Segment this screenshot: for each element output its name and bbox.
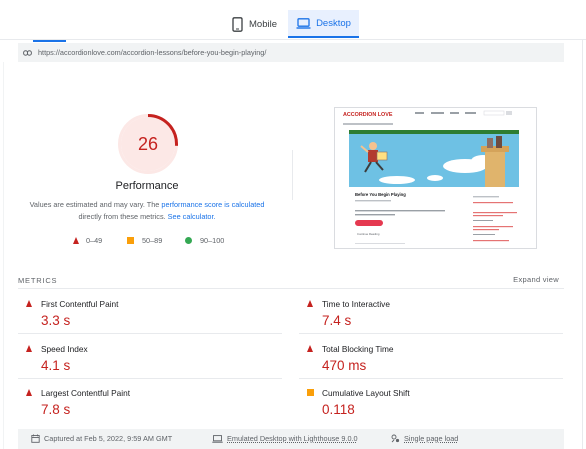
card-edge — [582, 40, 583, 449]
final-screenshot[interactable]: ACCORDION LOVE Before You Begin Playing — [334, 107, 537, 249]
laptop-icon — [296, 17, 311, 29]
metric-total-blocking-time: Total Blocking Time 470 ms — [299, 335, 563, 379]
fail-triangle-icon — [307, 345, 313, 352]
metric-name: Time to Interactive — [322, 299, 390, 309]
tab-mobile[interactable]: Mobile — [232, 10, 288, 38]
tested-url[interactable]: https://accordionlove.com/accordion-less… — [38, 48, 267, 57]
metrics-divider — [18, 288, 564, 289]
captured-at-label: Captured at Feb 5, 2022, 9:59 AM GMT — [44, 434, 173, 443]
runtime-settings-bar: Captured at Feb 5, 2022, 9:59 AM GMT Emu… — [18, 429, 564, 449]
card-edge — [3, 62, 4, 449]
fail-triangle-icon — [26, 389, 32, 396]
note-text-2: directly from these metrics. — [78, 212, 168, 221]
metric-first-contentful-paint: First Contentful Paint 3.3 s — [18, 290, 282, 334]
metric-name: Cumulative Layout Shift — [322, 388, 410, 398]
fail-triangle-icon — [26, 345, 32, 352]
calculator-link[interactable]: See calculator. — [167, 212, 216, 221]
metrics-heading: METRICS — [18, 276, 58, 285]
vertical-divider — [292, 150, 293, 200]
fail-triangle-icon — [26, 300, 32, 307]
legend-fail: 0–49 — [73, 235, 102, 245]
metric-value: 7.8 s — [41, 402, 71, 417]
pass-circle-icon — [185, 236, 192, 244]
note-text-1: Values are estimated and may vary. The — [29, 200, 162, 209]
emulated-device[interactable]: Emulated Desktop with Lighthouse 9.0.0 — [212, 434, 358, 443]
page-screenshot-image: ACCORDION LOVE Before You Begin Playing — [335, 108, 536, 248]
site-logo: ACCORDION LOVE — [343, 112, 393, 118]
metric-value: 0.118 — [322, 402, 355, 417]
expand-view-toggle[interactable]: Expand view — [513, 275, 559, 284]
performance-score: 26 — [137, 133, 159, 154]
tab-mobile-label: Mobile — [249, 18, 277, 30]
metric-value: 4.1 s — [41, 358, 71, 373]
phone-icon — [232, 16, 243, 32]
performance-note: Values are estimated and may vary. The p… — [20, 199, 274, 223]
fail-triangle-icon — [307, 300, 313, 307]
legend-pass-label: 90–100 — [200, 235, 225, 245]
tab-desktop-label: Desktop — [316, 17, 351, 29]
performance-gauge — [118, 114, 178, 174]
single-page-load[interactable]: Single page load — [391, 434, 458, 443]
metric-value: 470 ms — [322, 358, 367, 373]
legend-average-label: 50–89 — [142, 235, 163, 245]
metric-speed-index: Speed Index 4.1 s — [18, 335, 282, 379]
link-icon — [23, 49, 32, 56]
device-tab-bar: Mobile Desktop — [0, 0, 586, 40]
performance-score-link[interactable]: performance score is calculated — [161, 200, 265, 209]
metric-cumulative-layout-shift: Cumulative Layout Shift 0.118 — [299, 379, 563, 423]
single-page-load-label: Single page load — [404, 434, 459, 443]
metric-time-to-interactive: Time to Interactive 7.4 s — [299, 290, 563, 334]
captured-at: Captured at Feb 5, 2022, 9:59 AM GMT — [31, 434, 172, 443]
calendar-icon — [31, 434, 40, 443]
metric-value: 3.3 s — [41, 313, 71, 328]
fail-triangle-icon — [73, 236, 79, 244]
metric-name: Total Blocking Time — [322, 344, 394, 354]
performance-title: Performance — [115, 180, 179, 192]
tab-desktop[interactable]: Desktop — [288, 10, 359, 38]
page-load-icon — [391, 434, 400, 443]
average-square-icon — [307, 389, 314, 396]
legend-fail-label: 0–49 — [86, 235, 103, 245]
legend-average: 50–89 — [127, 235, 162, 245]
metric-value: 7.4 s — [322, 313, 352, 328]
metric-name: Largest Contentful Paint — [41, 388, 131, 398]
laptop-icon — [212, 434, 223, 443]
metric-name: Speed Index — [41, 344, 88, 354]
metric-largest-contentful-paint: Largest Contentful Paint 7.8 s — [18, 379, 282, 423]
legend-pass: 90–100 — [185, 235, 224, 245]
emulated-device-label: Emulated Desktop with Lighthouse 9.0.0 — [227, 434, 358, 443]
url-tab-indicator — [33, 40, 66, 42]
average-square-icon — [127, 236, 134, 244]
continue-reading-button: Continue Reading — [357, 232, 380, 236]
metric-name: First Contentful Paint — [41, 299, 119, 309]
post-title: Before You Begin Playing — [355, 192, 406, 197]
tested-url-bar: https://accordionlove.com/accordion-less… — [18, 43, 564, 62]
